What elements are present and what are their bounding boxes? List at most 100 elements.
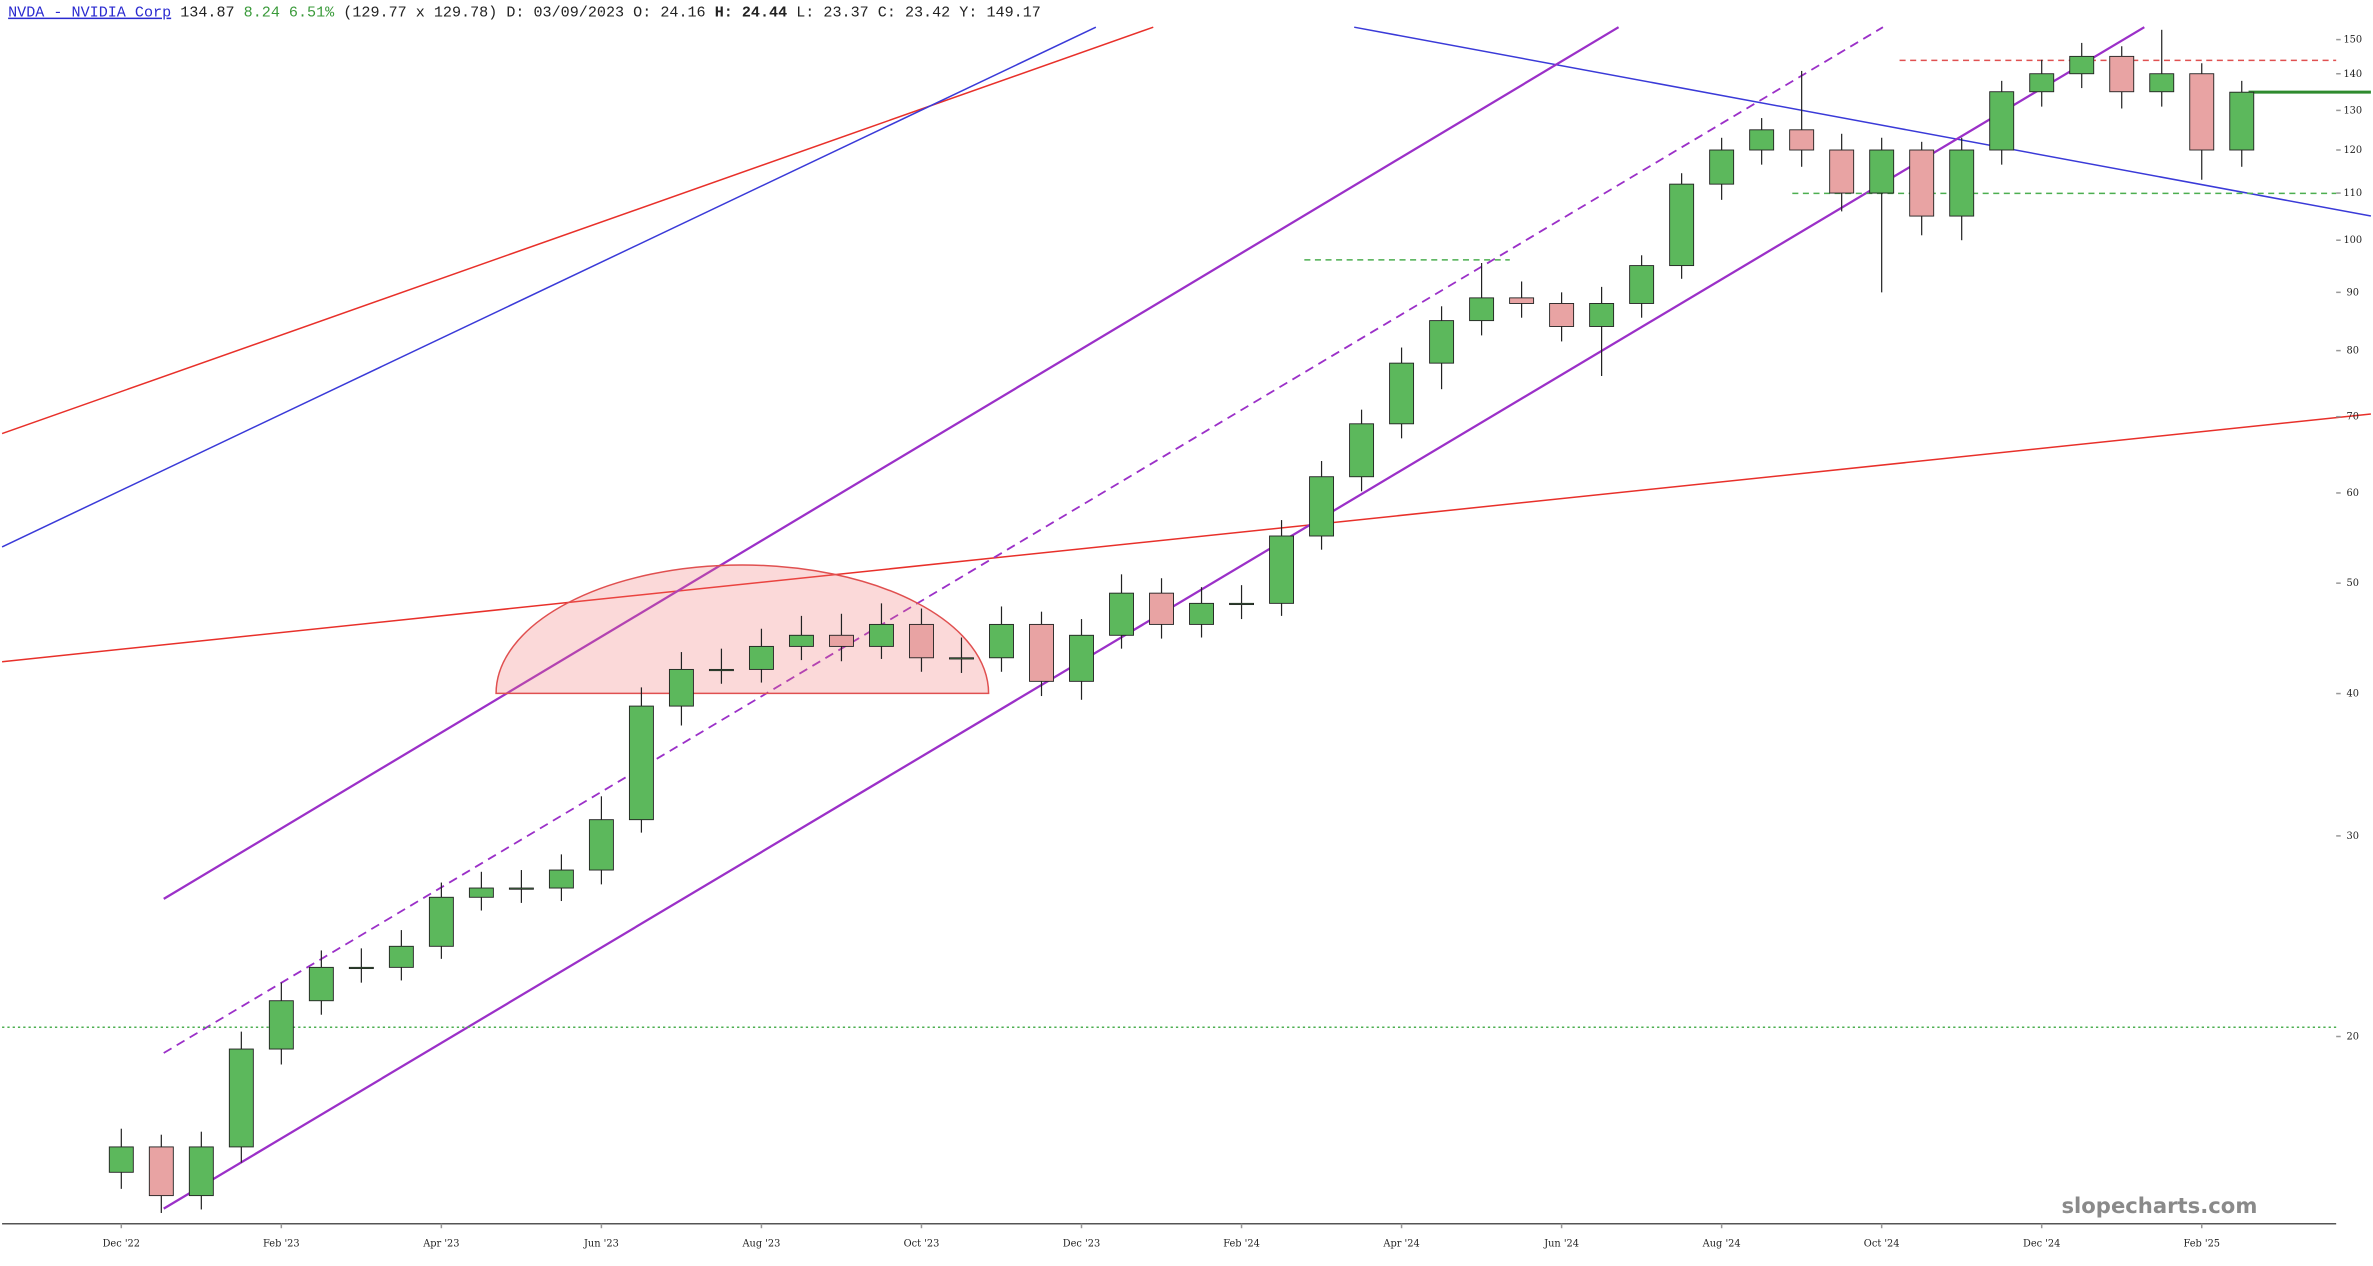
high: 24.44 bbox=[742, 4, 787, 22]
candle-body bbox=[268, 1000, 294, 1050]
candle-body bbox=[1989, 91, 2015, 151]
channel-upper bbox=[163, 26, 1620, 900]
candle-body bbox=[2069, 55, 2095, 75]
x-tick-label: Aug '23 bbox=[741, 1238, 780, 1249]
header: NVDA - NVIDIA Corp 134.87 8.24 6.51% (12… bbox=[8, 4, 1041, 22]
candle-body bbox=[869, 623, 894, 647]
y-tick-label: 110 bbox=[2343, 188, 2362, 199]
x-tick-label: Oct '24 bbox=[1864, 1238, 1900, 1249]
candle-body bbox=[989, 623, 1014, 659]
watermark: slopecharts.com bbox=[2061, 1193, 2257, 1218]
y-tick-label: 20 bbox=[2347, 1032, 2359, 1043]
candle-body bbox=[228, 1048, 254, 1148]
candle-body bbox=[1349, 423, 1375, 478]
candle-body bbox=[588, 819, 614, 871]
date: D: 03/09/2023 bbox=[506, 4, 624, 22]
candle-body bbox=[1829, 149, 1855, 194]
trend-line bbox=[1, 26, 1154, 435]
y-tick-label: 100 bbox=[2343, 235, 2362, 246]
candle-body bbox=[548, 869, 574, 889]
candle-body bbox=[1149, 592, 1174, 625]
candle-body bbox=[829, 634, 854, 647]
bid-ask: (129.77 x 129.78) bbox=[343, 4, 497, 22]
candle-body bbox=[949, 657, 974, 660]
low: L: 23.37 bbox=[796, 4, 868, 22]
candle-body bbox=[708, 668, 734, 672]
candle-body bbox=[1069, 634, 1094, 682]
candle-body bbox=[1389, 362, 1415, 425]
candle-body bbox=[1909, 149, 1935, 217]
high-label: H: bbox=[715, 4, 733, 22]
close: C: 23.42 bbox=[878, 4, 950, 22]
candle-body bbox=[909, 623, 934, 659]
y-tick-label: 60 bbox=[2347, 488, 2359, 499]
candle-body bbox=[428, 896, 454, 947]
candle-body bbox=[148, 1146, 174, 1197]
candle-body bbox=[2189, 73, 2215, 151]
candle-body bbox=[1029, 623, 1054, 682]
x-tick-label: Dec '22 bbox=[103, 1238, 140, 1249]
candle-body bbox=[1949, 149, 1975, 217]
candle-body bbox=[388, 945, 414, 968]
candle-body bbox=[668, 668, 694, 707]
candle-body bbox=[1869, 149, 1895, 194]
trend-line bbox=[2, 413, 2371, 663]
x-tick-label: Jun '23 bbox=[583, 1238, 619, 1249]
candle-body bbox=[1469, 297, 1495, 322]
x-tick-label: Jun '24 bbox=[1543, 1238, 1579, 1249]
trend-line bbox=[1, 26, 1097, 548]
x-tick-label: Aug '24 bbox=[1702, 1238, 1741, 1249]
change: 8.24 6.51% bbox=[244, 4, 336, 22]
candle-body bbox=[468, 887, 494, 898]
x-tick-label: Apr '23 bbox=[422, 1238, 459, 1249]
y-tick-label: 130 bbox=[2343, 105, 2362, 116]
x-tick-label: Dec '23 bbox=[1063, 1238, 1100, 1249]
candle-body bbox=[1309, 476, 1335, 537]
candle-body bbox=[108, 1146, 134, 1173]
candle-body bbox=[508, 887, 534, 890]
candle-body bbox=[1509, 297, 1535, 304]
candle-body bbox=[1749, 129, 1775, 151]
channel-mid bbox=[163, 26, 1884, 1054]
candle-body bbox=[1429, 320, 1455, 364]
candle-body bbox=[1549, 303, 1575, 327]
candle-body bbox=[1629, 265, 1655, 304]
candle-body bbox=[1269, 535, 1295, 604]
y-tick-label: 40 bbox=[2347, 689, 2359, 700]
trend-line bbox=[1354, 26, 2372, 217]
candle-body bbox=[1109, 592, 1134, 636]
y-tick-label: 30 bbox=[2347, 831, 2359, 842]
candle-body bbox=[2029, 73, 2055, 93]
x-tick-label: Feb '23 bbox=[263, 1238, 300, 1249]
prev: Y: 149.17 bbox=[959, 4, 1041, 22]
drawings bbox=[1, 26, 2372, 1210]
open: O: 24.16 bbox=[633, 4, 705, 22]
candle-body bbox=[1189, 602, 1214, 625]
candle-body bbox=[348, 966, 374, 970]
y-tick-label: 70 bbox=[2347, 412, 2359, 423]
candle-body bbox=[748, 645, 774, 670]
candle-body bbox=[1229, 602, 1254, 606]
x-tick-label: Feb '24 bbox=[1223, 1238, 1260, 1249]
candles bbox=[108, 29, 2255, 1213]
symbol: NVDA - NVIDIA Corp bbox=[8, 4, 171, 22]
candle-body bbox=[788, 634, 814, 647]
x-tick-label: Apr '24 bbox=[1382, 1238, 1419, 1249]
candle-body bbox=[308, 966, 334, 1002]
candle-body bbox=[2149, 73, 2175, 93]
candle-body bbox=[2229, 91, 2255, 151]
y-tick-label: 150 bbox=[2343, 35, 2362, 46]
candle-body bbox=[1709, 149, 1735, 185]
candle-body bbox=[628, 705, 654, 821]
candle-body bbox=[1589, 303, 1615, 327]
y-tick-label: 50 bbox=[2347, 578, 2359, 589]
candle-body bbox=[1669, 183, 1695, 267]
last: 134.87 bbox=[180, 4, 234, 22]
y-tick-label: 80 bbox=[2347, 346, 2359, 357]
x-tick-label: Dec '24 bbox=[2023, 1238, 2060, 1249]
rounded-top bbox=[495, 564, 990, 695]
y-tick-label: 90 bbox=[2347, 287, 2359, 298]
candle-body bbox=[188, 1146, 214, 1197]
x-tick-label: Oct '23 bbox=[904, 1238, 940, 1249]
